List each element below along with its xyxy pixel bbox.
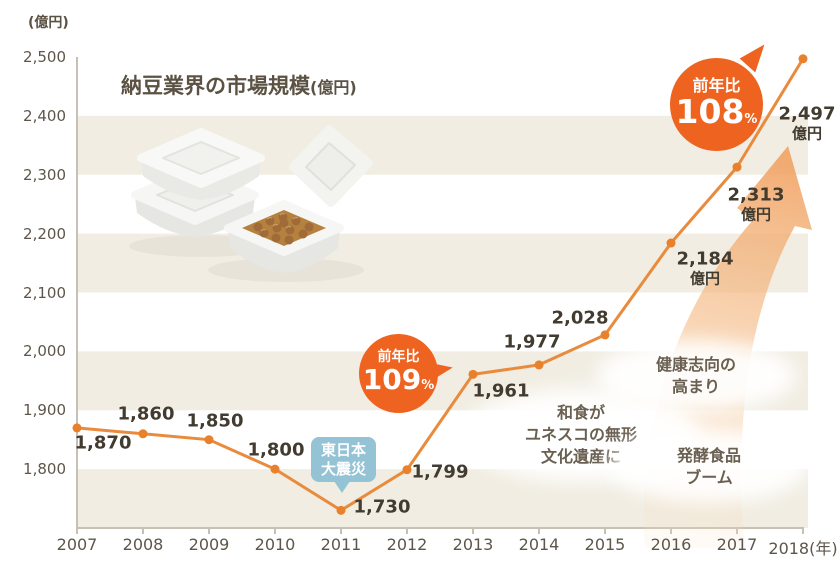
y-axis-unit-label: (億円) [28, 15, 69, 31]
trend-line-group [72, 54, 808, 515]
data-point-2007 [72, 423, 82, 433]
data-point-2009 [204, 435, 214, 445]
earthquake-callout-line1: 東日本 [320, 441, 366, 459]
yoy-badge-2018-label: 前年比 [692, 76, 741, 95]
yoy-badge-2018: 前年比 108% [670, 38, 774, 151]
y-tick-label: 2,400 [23, 106, 66, 125]
data-point-label: 1,799 [411, 461, 469, 483]
data-point-2016 [666, 238, 676, 248]
data-point-2017 [732, 162, 742, 172]
y-tick-label: 1,800 [23, 460, 66, 479]
x-tick-label: 2017 [716, 535, 758, 554]
data-point-2013 [468, 369, 478, 379]
data-point-label: 1,961 [472, 380, 530, 402]
data-point-label: 1,850 [186, 410, 244, 432]
yoy-badge-2013-label: 前年比 [377, 349, 420, 365]
data-point-label: 2,313 億円 [727, 184, 785, 224]
y-tick-label: 2,000 [23, 342, 66, 361]
data-point-2014 [534, 360, 544, 370]
chart-title-unit: (億円) [310, 78, 357, 97]
data-point-label: 1,800 [247, 439, 305, 461]
market-size-line [75, 57, 805, 512]
y-tick-label: 2,100 [23, 283, 66, 302]
yoy-badge-2013: 前年比 109% [359, 334, 455, 413]
x-tick-label: 2015 [584, 535, 626, 554]
y-tick-label: 2,200 [23, 224, 66, 243]
x-tick-label: 2009 [188, 535, 230, 554]
natto-pack-open-box [224, 200, 344, 273]
callout-tail-down-icon [334, 481, 350, 493]
data-point-label: 1,977 [503, 331, 561, 353]
earthquake-callout: 東日本 大震災 [311, 437, 376, 493]
chart-title: 納豆業界の市場規模(億円) [121, 70, 357, 100]
data-point-2012 [402, 465, 412, 475]
data-point-2015 [600, 330, 610, 340]
y-tick-label: 1,900 [23, 401, 66, 420]
y-tick-label: 2,500 [23, 48, 66, 66]
data-point-2018 [798, 54, 808, 64]
data-point-label: 1,860 [117, 403, 175, 425]
badge-tail-right-icon [427, 359, 455, 382]
earthquake-callout-line2: 大震災 [320, 460, 366, 478]
annotation-health-trend: 健康志向の 高まり [616, 354, 776, 398]
data-point-2008 [138, 429, 148, 439]
y-tick-label: 2,300 [23, 165, 66, 184]
data-point-2011 [336, 505, 346, 515]
data-point-label: 2,184 億円 [676, 248, 734, 288]
natto-pack-open-lid [289, 125, 373, 207]
x-tick-label: 2012 [386, 535, 428, 554]
x-tick-label: 2008 [122, 535, 164, 554]
data-point-label: 1,870 [74, 432, 132, 454]
chart-title-text: 納豆業界の市場規模 [121, 74, 310, 98]
data-point-label: 2,497 億円 [778, 103, 836, 143]
natto-pack-closed-top [137, 128, 265, 200]
yoy-badge-2018-value: 108% [675, 92, 758, 131]
data-point-2010 [270, 464, 280, 474]
data-point-label: 1,730 [353, 496, 411, 518]
yoy-badge-2013-value: 109% [362, 363, 435, 396]
x-tick-label: 2016 [650, 535, 692, 554]
x-tick-label: 2011 [320, 535, 362, 554]
x-tick-label: 2014 [518, 535, 560, 554]
annotation-fermented-boom: 発酵食品 ブーム [629, 445, 789, 489]
data-point-label: 2,028 [551, 307, 609, 329]
x-tick-label: 2013 [452, 535, 494, 554]
x-tick-label: 2010 [254, 535, 296, 554]
annotation-washoku-unesco: 和食が ユネスコの無形 文化遺産に [481, 402, 681, 468]
band-row [77, 233, 808, 293]
x-tick-label: 2018(年) [768, 539, 838, 558]
x-tick-label: 2007 [56, 535, 98, 554]
natto-illustration [129, 125, 373, 282]
